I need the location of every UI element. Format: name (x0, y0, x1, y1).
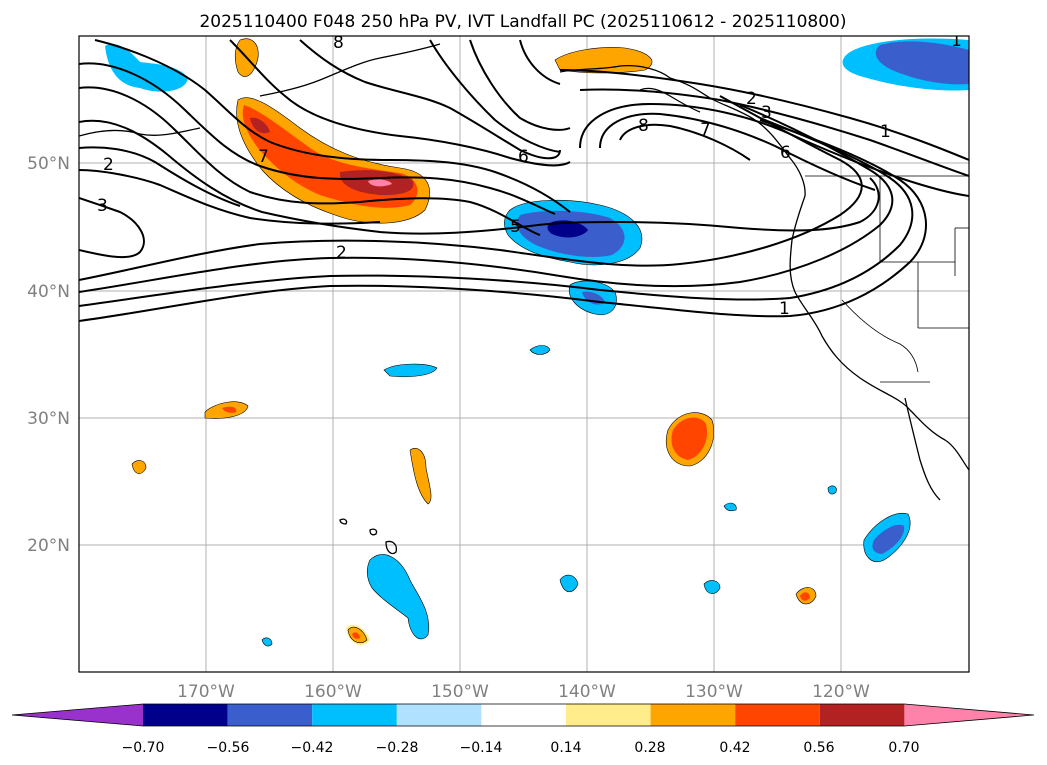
map-title: 2025110400 F048 250 hPa PV, IVT Landfall… (199, 12, 846, 32)
contour-label: 7 (700, 120, 711, 140)
region-negative-top-right-core (875, 41, 969, 85)
colorbar-tick-label: −0.28 (376, 740, 419, 756)
region-negative-hawaii-area (366, 554, 430, 640)
colorbar-segment (396, 704, 482, 726)
region-negative-small-9 (261, 637, 273, 647)
region-strong-core-nw-2 (250, 117, 270, 134)
colorbar-segment (819, 704, 905, 726)
lat-tick-label: 40°N (27, 282, 70, 302)
contour-label: 2 (103, 155, 114, 175)
region-negative-central-core (547, 220, 588, 238)
region-positive-small-2 (131, 460, 147, 474)
region-negative-small-4 (559, 574, 579, 593)
contour-label: 1 (779, 299, 790, 319)
region-positive-small-3 (409, 448, 432, 505)
contour-label: 6 (518, 147, 529, 167)
colorbar-segment (227, 704, 313, 726)
contour-label: 8 (638, 116, 649, 136)
lon-tick-label: 120°W (812, 682, 870, 702)
lat-tick-label: 20°N (27, 536, 70, 556)
region-negative-small-3 (383, 363, 438, 378)
colorbar-tick-labels: −0.70 −0.56 −0.42 −0.28 −0.14 0.14 0.28 … (122, 740, 920, 756)
contour-label: 6 (780, 143, 791, 163)
lon-tick-label: 140°W (558, 682, 616, 702)
region-peak-nw (368, 179, 392, 187)
colorbar-extend-max (904, 704, 1034, 726)
region-negative-small-5 (703, 580, 721, 594)
lon-tick-label: 150°W (431, 682, 489, 702)
colorbar-tick-label: 0.70 (888, 740, 919, 756)
colorbar (11, 703, 1035, 727)
map-panel: 2 3 7 8 6 5 2 1 8 2 3 6 7 1 1 (79, 31, 969, 672)
coastlines (79, 43, 969, 555)
lat-tick-label: 30°N (27, 409, 70, 429)
region-negative-top-left (105, 43, 188, 92)
colorbar-tick-label: 0.42 (719, 740, 750, 756)
lon-tick-labels: 170°W 160°W 150°W 140°W 130°W 120°W (177, 682, 870, 702)
contour-label-group: 2 3 7 8 6 5 2 1 8 2 3 6 7 1 1 (97, 31, 962, 319)
colorbar-tick-label: 0.14 (550, 740, 581, 756)
colorbar-tick-label: −0.56 (207, 740, 250, 756)
colorbar-segment (312, 704, 397, 726)
region-positive-small-1-core (222, 406, 237, 413)
colorbar-segment (481, 704, 566, 726)
lat-tick-labels: 20°N 30°N 40°N 50°N (27, 154, 70, 556)
colorbar-tick-label: 0.56 (803, 740, 834, 756)
region-negative-small-6 (723, 502, 737, 512)
lon-tick-label: 160°W (304, 682, 362, 702)
region-positive-center-core (671, 417, 708, 460)
contour-label: 3 (761, 103, 772, 123)
lon-tick-label: 130°W (685, 682, 743, 702)
region-negative-small-7 (827, 485, 837, 495)
contour-label: 7 (258, 147, 269, 167)
region-negative-small-2 (529, 345, 551, 355)
region-positive-small-5-core (800, 592, 810, 601)
contour-label: 2 (336, 243, 347, 263)
region-positive-top-center (554, 47, 653, 74)
contour-label: 1 (951, 31, 962, 51)
colorbar-segment (143, 704, 228, 726)
region-positive-small-4-peak (352, 632, 360, 639)
colorbar-tick-label: −0.70 (122, 740, 165, 756)
colorbar-tick-label: −0.42 (291, 740, 334, 756)
colorbar-segment (566, 704, 651, 726)
colorbar-extend-min (12, 704, 143, 726)
contour-label: 1 (880, 122, 891, 142)
colorbar-segment (735, 704, 820, 726)
contour-label: 8 (333, 33, 344, 53)
colorbar-tick-label: −0.14 (460, 740, 503, 756)
contour-label: 3 (97, 196, 108, 216)
region-negative-small-8-core (872, 524, 905, 554)
colorbar-tick-label: 0.28 (634, 740, 665, 756)
map-frame (78, 35, 970, 673)
pv-filled-regions (105, 38, 969, 647)
contour-label: 2 (746, 89, 757, 109)
political-borders (805, 175, 969, 383)
colorbar-segment (650, 704, 736, 726)
gridlines (79, 36, 969, 672)
contour-lines (79, 39, 969, 322)
contour-label: 5 (510, 217, 521, 237)
lat-tick-label: 50°N (27, 154, 70, 174)
colorbar-outline (11, 703, 1035, 727)
lon-tick-label: 170°W (177, 682, 235, 702)
